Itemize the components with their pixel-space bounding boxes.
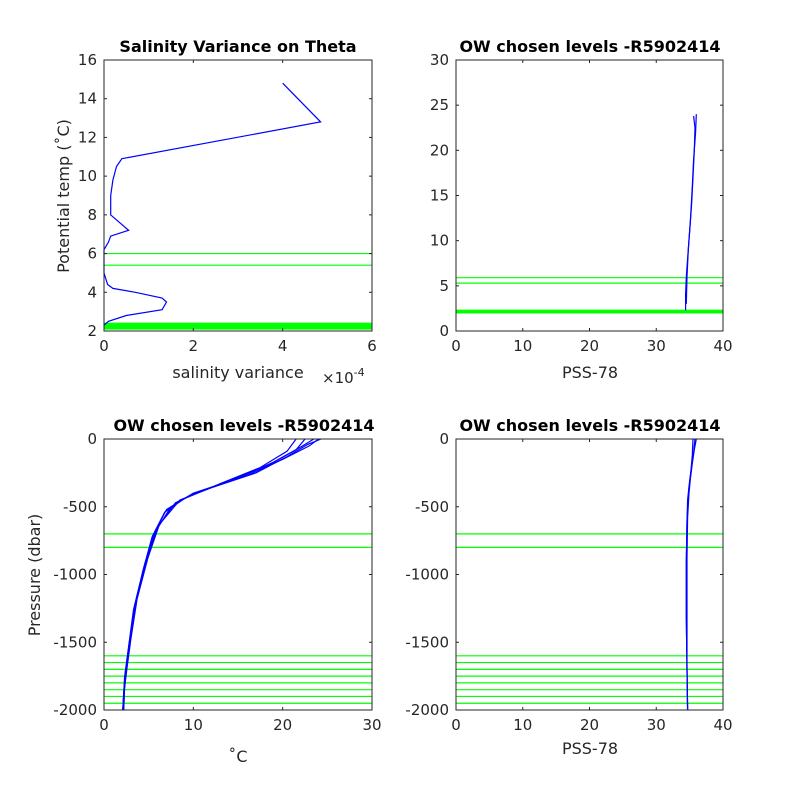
chart-title: OW chosen levels -R5902414 (113, 416, 374, 435)
y-axis-label: Pressure (dbar) (25, 514, 44, 637)
x-tick-label: 40 (713, 337, 732, 355)
y-tick-label: 4 (87, 283, 97, 301)
x-tick-label: 0 (451, 337, 461, 355)
y-tick-label: -2000 (405, 701, 449, 719)
x-axis-exponent: ×10-4 (322, 366, 365, 387)
y-tick-label: 10 (430, 232, 449, 250)
y-tick-label: 0 (439, 430, 449, 448)
x-tick-label: 0 (99, 716, 109, 734)
y-tick-label: 12 (78, 128, 97, 146)
x-tick-label: 10 (513, 337, 532, 355)
y-tick-label: 2 (87, 322, 97, 340)
y-tick-label: 15 (430, 187, 449, 205)
profile-line (123, 438, 322, 711)
panel-salinity-theta: 0 10 20 30 40 0 5 10 15 20 25 30 OW chosen levels -… (430, 37, 733, 382)
y-tick-label: -500 (63, 498, 97, 516)
y-tick-label: 5 (439, 277, 449, 295)
y-axis-label: Potential temp (˚C) (54, 119, 73, 273)
x-axis-label: ˚C (228, 747, 247, 766)
y-tick-label: 16 (78, 51, 97, 69)
x-tick-label: 30 (362, 716, 381, 734)
x-tick-label: 20 (580, 716, 599, 734)
x-tick-label: 10 (513, 716, 532, 734)
x-tick-label: 20 (273, 716, 292, 734)
x-axis-label: PSS-78 (562, 363, 618, 382)
y-tick-label: -2000 (53, 701, 97, 719)
x-axis-label: PSS-78 (562, 739, 618, 758)
x-tick-label: 20 (580, 337, 599, 355)
exponent-base: ×10 (322, 369, 354, 387)
x-tick-label: 0 (451, 716, 461, 734)
y-tick-label: -1000 (405, 566, 449, 584)
y-tick-label: -1500 (405, 633, 449, 651)
y-tick-label: 0 (87, 430, 97, 448)
y-tick-label: 10 (78, 167, 97, 185)
x-tick-label: 2 (189, 337, 199, 355)
y-tick-label: 14 (78, 90, 97, 108)
y-tick-label: 0 (439, 322, 449, 340)
profile-line (685, 114, 697, 304)
x-tick-label: 10 (184, 716, 203, 734)
y-tick-label: -1500 (53, 633, 97, 651)
x-tick-label: 30 (647, 716, 666, 734)
y-tick-label: 30 (430, 51, 449, 69)
y-tick-label: 6 (87, 245, 97, 263)
panel-salinity-pressure: 0 10 20 30 40 -2000 -1500 -1000 -500 0 OW chosen … (405, 416, 732, 758)
chart-title: OW chosen levels -R5902414 (459, 37, 720, 56)
x-tick-label: 30 (647, 337, 666, 355)
x-tick-label: 40 (713, 716, 732, 734)
x-tick-label: 4 (278, 337, 288, 355)
x-tick-label: 6 (367, 337, 377, 355)
axes-box (103, 59, 373, 332)
y-tick-label: -500 (415, 498, 449, 516)
y-tick-label: 25 (430, 96, 449, 114)
exponent-power: -4 (354, 366, 365, 379)
chart-title: OW chosen levels -R5902414 (459, 416, 720, 435)
x-tick-label: 0 (99, 337, 109, 355)
profile-line (685, 438, 694, 711)
y-tick-label: 20 (430, 141, 449, 159)
y-tick-label: -1000 (53, 566, 97, 584)
panel-temperature-pressure: 0 10 20 30 -2000 -1500 -1000 -500 0 OW chosen le… (25, 416, 382, 766)
profile-line (122, 438, 297, 711)
chart-title: Salinity Variance on Theta (119, 37, 356, 56)
y-tick-label: 8 (87, 206, 97, 224)
x-axis-label: salinity variance (172, 363, 303, 382)
